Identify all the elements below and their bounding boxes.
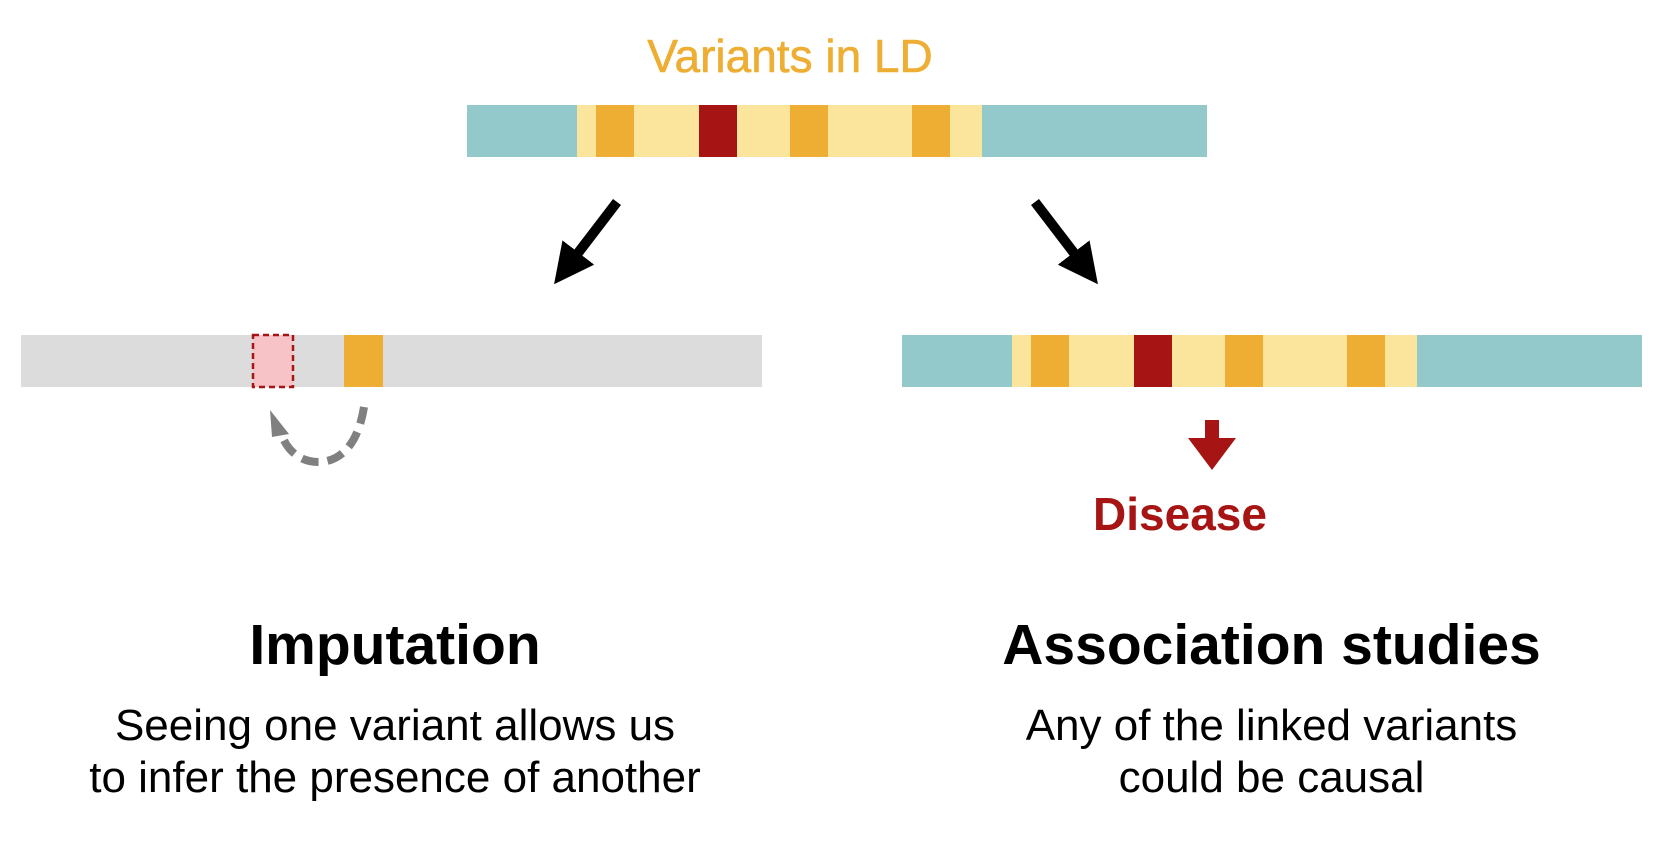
right-linked-variant-3	[1347, 335, 1385, 387]
right-linked-variant-1	[1031, 335, 1069, 387]
right-causal-variant	[1134, 335, 1172, 387]
right-right-flank	[1417, 335, 1642, 387]
top-linked-variant-2	[790, 105, 828, 157]
unobserved-chromosome	[21, 335, 762, 387]
disease-arrow	[1188, 420, 1236, 470]
imputation-description-line-1: Seeing one variant allows us	[114, 701, 676, 750]
imputation-heading: Imputation	[249, 613, 541, 677]
association-heading: Association studies	[1002, 613, 1541, 677]
association-description-line-2: could be causal	[1118, 753, 1425, 802]
top-linked-variant-3	[912, 105, 950, 157]
top-linked-variant-1	[596, 105, 634, 157]
top-causal-variant	[699, 105, 737, 157]
imputation-arrowhead	[270, 410, 289, 437]
association-chromosome	[902, 335, 1642, 387]
top-chromosome	[467, 105, 1207, 157]
branch-arrow-left	[554, 198, 621, 285]
variants-in-ld-label: Variants in LD	[647, 30, 933, 83]
branch-arrow-right	[1031, 198, 1098, 285]
disease-label: Disease	[1093, 488, 1267, 540]
top-left-flank	[467, 105, 577, 157]
imputed-variant	[251, 333, 295, 389]
imputation-chromosome	[21, 333, 762, 467]
imputation-dashed-arrow	[276, 406, 368, 467]
imputation-description-line-2: to infer the presence of another	[89, 753, 701, 802]
right-linked-variant-2	[1225, 335, 1263, 387]
top-right-flank	[982, 105, 1207, 157]
association-description: Any of the linked variants could be caus…	[880, 700, 1663, 804]
right-left-flank	[902, 335, 1012, 387]
association-description-line-1: Any of the linked variants	[1025, 701, 1518, 750]
observed-variant	[344, 335, 383, 387]
imputation-description: Seeing one variant allows us to infer th…	[0, 700, 790, 804]
